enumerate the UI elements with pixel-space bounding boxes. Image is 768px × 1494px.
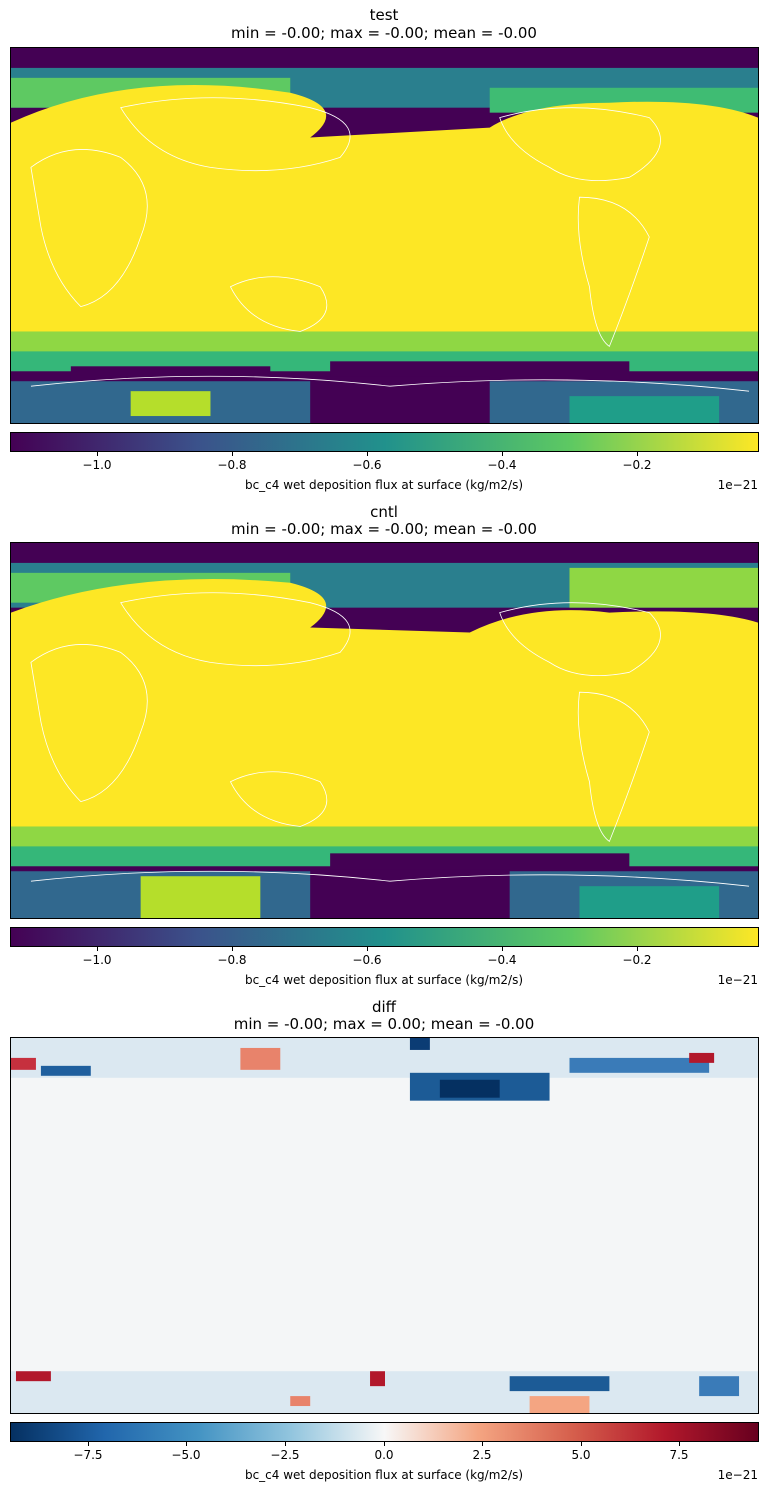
colorbar-tick: −0.2 bbox=[622, 953, 652, 967]
colorbar-tick: 7.5 bbox=[669, 1448, 689, 1462]
tickmark bbox=[285, 1442, 286, 1446]
tickmark bbox=[97, 452, 98, 456]
colorbar-tick: −0.8 bbox=[217, 458, 247, 472]
colorbar-label-cntl: bc_c4 wet deposition flux at surface (kg… bbox=[244, 973, 524, 987]
colorbar-tick: 2.5 bbox=[472, 1448, 492, 1462]
panel-title-diff: diff bbox=[371, 998, 397, 1016]
tickmark bbox=[186, 1442, 187, 1446]
tickmark bbox=[482, 1442, 483, 1446]
panel-title-test: test bbox=[369, 6, 399, 24]
colorbar-exponent-test: 1e−21 bbox=[717, 478, 758, 492]
colorbar-label-diff: bc_c4 wet deposition flux at surface (kg… bbox=[244, 1468, 524, 1482]
colorbar-tick: 5.0 bbox=[571, 1448, 591, 1462]
colorbar-test bbox=[10, 432, 759, 452]
map-test bbox=[10, 47, 759, 424]
panel-title-cntl: cntl bbox=[370, 503, 398, 521]
map-test-svg bbox=[11, 48, 758, 423]
colorbar-tick: −0.6 bbox=[352, 953, 382, 967]
map-diff bbox=[10, 1037, 759, 1414]
tickmark bbox=[502, 452, 503, 456]
tickmark bbox=[502, 947, 503, 951]
colorbar-label-test: bc_c4 wet deposition flux at surface (kg… bbox=[244, 478, 524, 492]
map-cntl-svg bbox=[11, 543, 758, 918]
colorbar-exponent-diff: 1e−21 bbox=[717, 1468, 758, 1482]
colorbar-tick: −0.6 bbox=[352, 458, 382, 472]
colorbar-tick: −7.5 bbox=[73, 1448, 103, 1462]
map-diff-svg bbox=[11, 1038, 758, 1413]
tickmark bbox=[367, 452, 368, 456]
colorbar-tick: −2.5 bbox=[270, 1448, 300, 1462]
tickmark bbox=[637, 452, 638, 456]
colorbar-tick: 0.0 bbox=[374, 1448, 394, 1462]
colorbar-tick: −5.0 bbox=[171, 1448, 201, 1462]
tickmark bbox=[367, 947, 368, 951]
tickmark bbox=[232, 947, 233, 951]
colorbar-cntl bbox=[10, 927, 759, 947]
tickmark bbox=[581, 1442, 582, 1446]
colorbar-tick: −0.8 bbox=[217, 953, 247, 967]
tickmark bbox=[88, 1442, 89, 1446]
colorbar-exponent-cntl: 1e−21 bbox=[717, 973, 758, 987]
colorbar-tick: −1.0 bbox=[82, 458, 112, 472]
tickmark bbox=[679, 1442, 680, 1446]
map-cntl bbox=[10, 542, 759, 919]
colorbar-diff bbox=[10, 1422, 759, 1442]
panel-stats-cntl: min = -0.00; max = -0.00; mean = -0.00 bbox=[231, 520, 537, 538]
panel-stats-test: min = -0.00; max = -0.00; mean = -0.00 bbox=[231, 24, 537, 42]
panel-stats-diff: min = -0.00; max = 0.00; mean = -0.00 bbox=[233, 1015, 535, 1033]
tickmark bbox=[384, 1442, 385, 1446]
colorbar-tick: −0.2 bbox=[622, 458, 652, 472]
tickmark bbox=[637, 947, 638, 951]
colorbar-tick: −0.4 bbox=[487, 458, 517, 472]
tickmark bbox=[97, 947, 98, 951]
colorbar-tick: −1.0 bbox=[82, 953, 112, 967]
colorbar-tick: −0.4 bbox=[487, 953, 517, 967]
tickmark bbox=[232, 452, 233, 456]
